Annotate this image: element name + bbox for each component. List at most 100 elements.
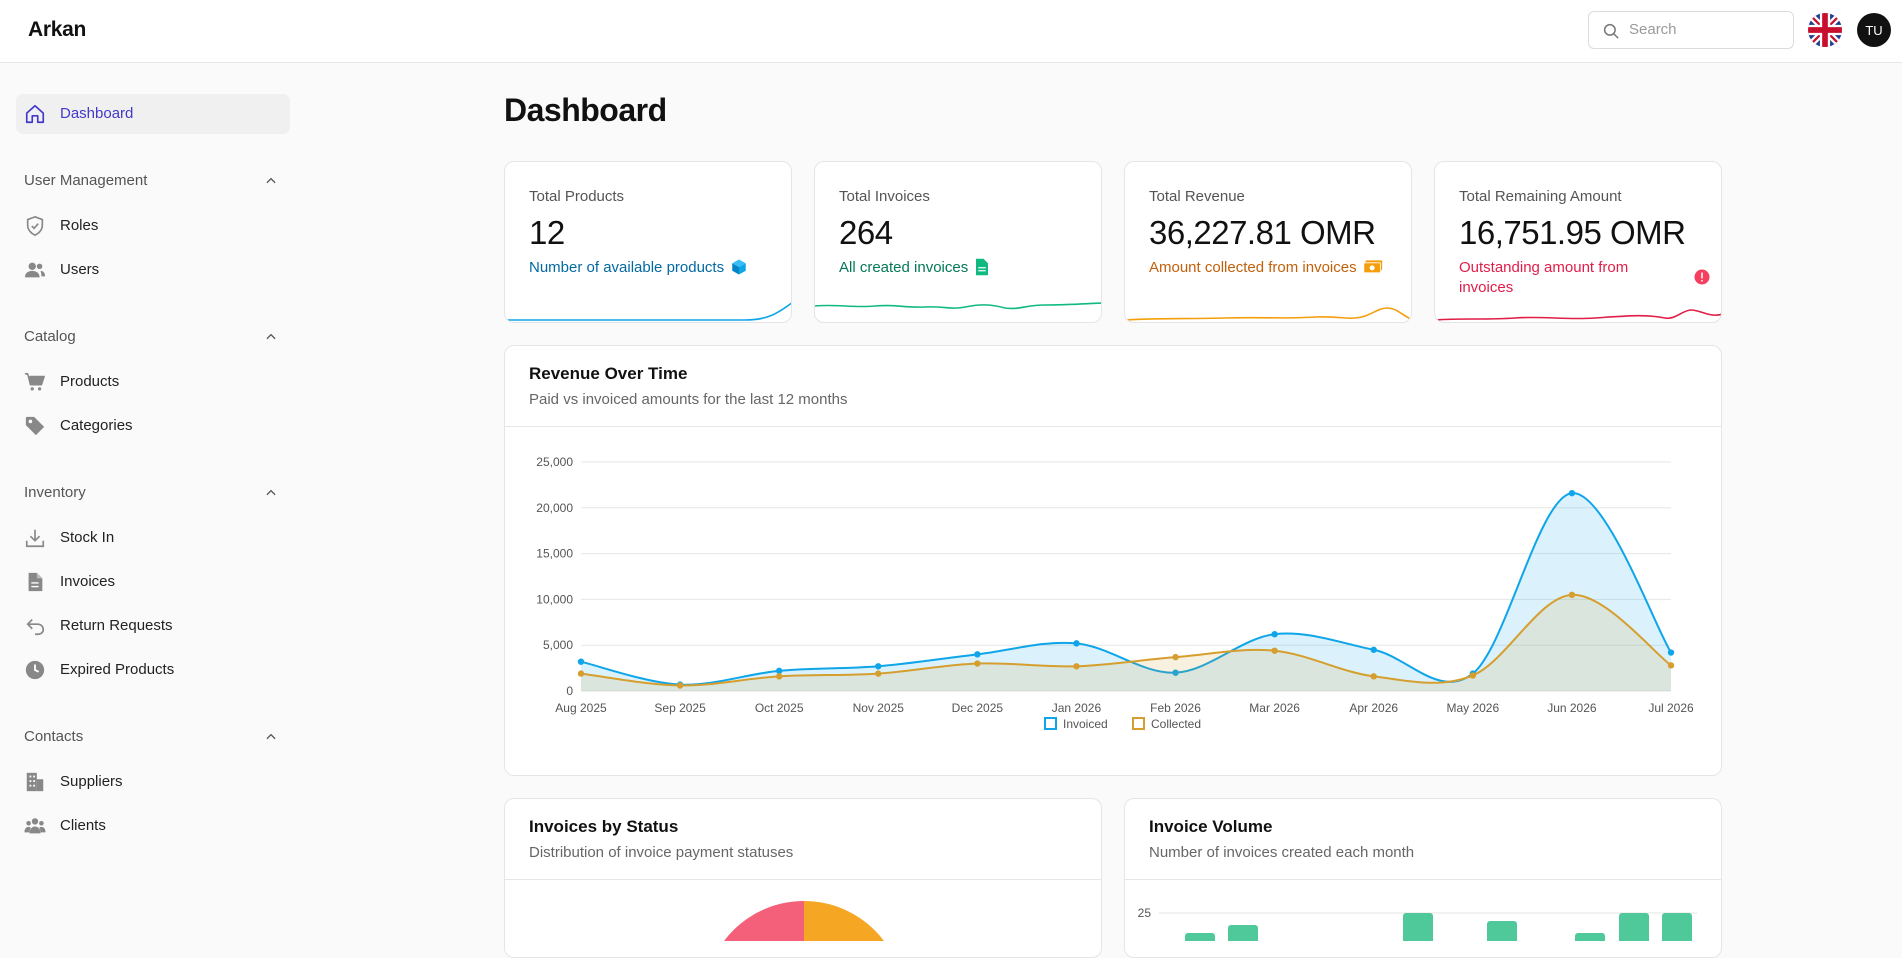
stat-card-total-revenue: Total Revenue 36,227.81 OMR Amount colle… (1124, 161, 1412, 323)
x-tick-label: Mar 2026 (1249, 701, 1300, 715)
group-label: Catalog (24, 328, 76, 345)
x-tick-label: Dec 2025 (952, 701, 1004, 715)
x-tick-label: Oct 2025 (755, 701, 804, 715)
status-pie-chart (704, 901, 904, 941)
legend-label[interactable]: Collected (1151, 717, 1201, 731)
data-point[interactable] (775, 667, 783, 675)
legend-swatch[interactable] (1132, 717, 1145, 730)
page-title: Dashboard (504, 92, 667, 128)
bar[interactable] (1575, 933, 1605, 941)
stat-subtitle: Outstanding amount from invoices (1459, 258, 1711, 298)
chevron-up-icon (266, 177, 276, 184)
search-input[interactable] (1629, 21, 1779, 38)
cart-icon (24, 373, 45, 391)
stat-label: Total Remaining Amount (1459, 188, 1622, 205)
sidebar-item-expired-products[interactable]: Expired Products (16, 650, 290, 690)
sidebar-item-label: Stock In (60, 529, 115, 546)
data-point[interactable] (1271, 631, 1278, 638)
sidebar-item-invoices[interactable]: Invoices (16, 562, 290, 602)
stat-subtitle: Number of available products (529, 258, 748, 278)
bar[interactable] (1662, 913, 1692, 941)
group-label: Contacts (24, 728, 84, 745)
sidebar-item-dashboard[interactable]: Dashboard (16, 94, 290, 134)
data-point[interactable] (1667, 662, 1675, 669)
top-bar: Arkan TU (0, 0, 1902, 63)
home-icon (25, 104, 45, 124)
legend-swatch[interactable] (1044, 717, 1057, 730)
data-point[interactable] (1568, 489, 1576, 497)
data-point[interactable] (875, 670, 882, 677)
data-point[interactable] (676, 682, 684, 689)
sparkline-revenue (1125, 307, 1411, 321)
sidebar-item-products[interactable]: Products (16, 362, 290, 402)
panel-subtitle: Number of invoices created each month (1149, 844, 1415, 861)
bar[interactable] (1403, 913, 1433, 941)
x-tick-label: Aug 2025 (555, 701, 607, 715)
sidebar-item-label: Products (60, 373, 120, 390)
data-point[interactable] (1469, 672, 1477, 679)
stat-subtitle: All created invoices (839, 258, 990, 278)
data-point[interactable] (1172, 669, 1179, 676)
bar[interactable] (1185, 933, 1215, 941)
user-avatar[interactable]: TU (1857, 13, 1891, 47)
chevron-up-icon (266, 733, 276, 740)
group-inventory[interactable]: Inventory (24, 484, 278, 508)
search-box[interactable] (1588, 11, 1794, 49)
money-icon (1363, 260, 1382, 274)
panel-subtitle: Paid vs invoiced amounts for the last 12… (529, 391, 848, 408)
stat-label: Total Revenue (1149, 188, 1245, 205)
data-point[interactable] (974, 651, 981, 658)
stat-subtitle-text: All created invoices (839, 259, 969, 276)
language-flag-icon[interactable] (1808, 13, 1842, 47)
data-point[interactable] (875, 663, 882, 670)
bar[interactable] (1228, 925, 1258, 941)
sidebar-item-clients[interactable]: Clients (16, 806, 290, 846)
data-point[interactable] (1667, 649, 1675, 656)
chevron-up-icon (266, 489, 276, 496)
sidebar-item-return-requests[interactable]: Return Requests (16, 606, 290, 646)
panel-title: Revenue Over Time (529, 364, 688, 383)
pie-slice-1[interactable] (704, 901, 804, 941)
data-point[interactable] (1370, 673, 1377, 680)
sparkline-products (505, 302, 791, 321)
data-point[interactable] (1073, 663, 1080, 670)
data-point[interactable] (1271, 647, 1278, 654)
series-area (581, 493, 1671, 691)
sidebar-item-roles[interactable]: Roles (16, 206, 290, 246)
panel-subtitle: Distribution of invoice payment statuses (529, 844, 794, 861)
stat-card-total-products: Total Products 12 Number of available pr… (504, 161, 792, 323)
group-catalog[interactable]: Catalog (24, 328, 278, 352)
data-point[interactable] (1172, 653, 1179, 661)
group-user-management[interactable]: User Management (24, 172, 278, 196)
stat-card-total-remaining: Total Remaining Amount 16,751.95 OMR Out… (1434, 161, 1722, 323)
y-tick-label: 25 (1138, 906, 1152, 920)
brand-logo[interactable]: Arkan (28, 18, 87, 41)
data-point[interactable] (577, 658, 585, 665)
document-icon (28, 572, 43, 592)
sidebar-item-categories[interactable]: Categories (16, 406, 290, 446)
bar[interactable] (1619, 913, 1649, 941)
data-point[interactable] (974, 660, 981, 667)
x-tick-label: Nov 2025 (853, 701, 905, 715)
legend-label[interactable]: Invoiced (1063, 717, 1108, 731)
sidebar-item-label: Dashboard (60, 105, 134, 122)
data-point[interactable] (1370, 646, 1377, 653)
invoices-by-status-panel: Invoices by Status Distribution of invoi… (504, 798, 1102, 958)
data-point[interactable] (1073, 640, 1080, 647)
sidebar-item-stock-in[interactable]: Stock In (16, 518, 290, 558)
data-point[interactable] (577, 670, 585, 677)
sidebar-item-suppliers[interactable]: Suppliers (16, 762, 290, 802)
stat-subtitle-text: Number of available products (529, 259, 725, 276)
data-point[interactable] (775, 673, 783, 680)
bar[interactable] (1487, 921, 1517, 941)
stat-subtitle: Amount collected from invoices (1149, 258, 1383, 278)
sidebar-item-users[interactable]: Users (16, 250, 290, 290)
series-area (581, 594, 1671, 691)
stat-value: 16,751.95 OMR (1459, 214, 1686, 251)
revenue-chart: 0 5,000 10,000 15,000 20,000 25,000 Aug 2025 Se… (536, 455, 1694, 731)
group-label: Inventory (24, 484, 86, 501)
data-point[interactable] (1568, 591, 1576, 599)
stat-value: 264 (839, 214, 893, 251)
group-contacts[interactable]: Contacts (24, 728, 278, 752)
pie-slice-2[interactable] (804, 901, 904, 941)
